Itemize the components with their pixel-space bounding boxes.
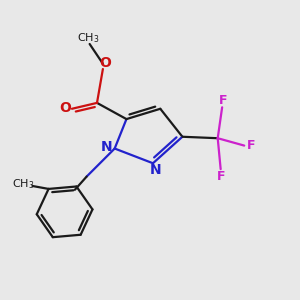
Text: O: O	[60, 101, 71, 115]
Text: F: F	[217, 170, 226, 183]
Text: CH$_3$: CH$_3$	[77, 31, 99, 45]
Text: F: F	[247, 139, 256, 152]
Text: N: N	[100, 140, 112, 154]
Text: N: N	[149, 163, 161, 177]
Text: F: F	[218, 94, 227, 107]
Text: O: O	[99, 56, 111, 70]
Text: CH$_3$: CH$_3$	[12, 177, 35, 190]
